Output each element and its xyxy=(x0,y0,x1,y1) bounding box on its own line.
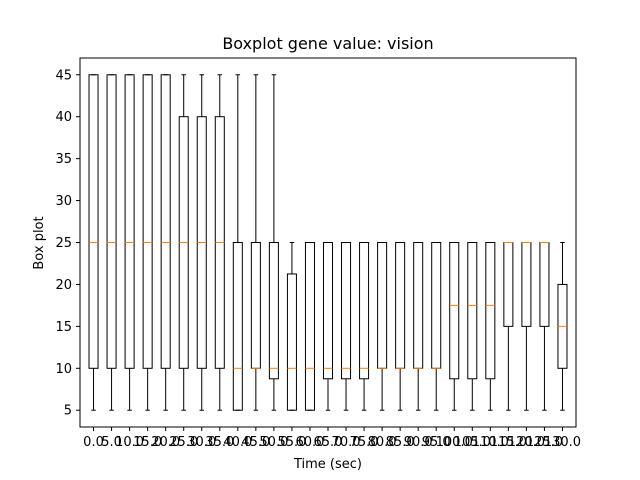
box-60.0 xyxy=(304,242,315,411)
x-tick-label: 130.0 xyxy=(544,435,581,450)
box-5.0 xyxy=(106,74,117,411)
x-tick-label: 50.0 xyxy=(259,435,288,450)
x-axis-label: Time (sec) xyxy=(293,457,362,472)
box-15.0 xyxy=(142,74,153,411)
x-tick-label: 80.0 xyxy=(368,435,397,450)
box-50.0 xyxy=(268,74,279,411)
box-body xyxy=(232,242,243,411)
box-35.0 xyxy=(214,74,225,411)
y-tick-label: 15 xyxy=(55,320,72,335)
box-75.0 xyxy=(359,242,370,411)
y-tick-label: 45 xyxy=(55,68,72,83)
box-120.0 xyxy=(521,242,532,411)
box-body xyxy=(124,74,135,369)
x-tick-label: 25.0 xyxy=(169,435,198,450)
box-10.0 xyxy=(124,74,135,411)
y-axis: 5 10 15 20 25 30 35 40 45 xyxy=(55,68,80,419)
box-30.0 xyxy=(196,74,207,411)
box-80.0 xyxy=(377,242,388,411)
x-tick-label: 70.0 xyxy=(332,435,361,450)
box-body xyxy=(322,242,334,380)
box-body xyxy=(341,242,352,380)
x-tick-label: 30.0 xyxy=(187,435,216,450)
x-tick-label: 120.0 xyxy=(508,435,545,450)
x-tick-label: 0.0 xyxy=(83,435,104,450)
x-tick-label: 5.0 xyxy=(101,435,122,450)
x-tick-label: 60.0 xyxy=(295,435,324,450)
x-tick-label: 40.0 xyxy=(223,435,252,450)
box-40.0 xyxy=(232,74,243,411)
box-body xyxy=(304,242,315,411)
box-65.0 xyxy=(322,242,334,411)
x-tick-label: 90.0 xyxy=(404,435,433,450)
box-body xyxy=(286,273,297,411)
box-130.0 xyxy=(557,242,568,411)
x-tick-label: 65.0 xyxy=(314,435,343,450)
x-tick-label: 125.0 xyxy=(526,435,563,450)
box-110.0 xyxy=(485,242,496,411)
y-tick-label: 35 xyxy=(55,152,72,167)
y-axis-label: Box plot xyxy=(32,216,47,269)
box-0.0 xyxy=(88,74,99,411)
y-tick-label: 5 xyxy=(64,404,72,419)
x-tick-label: 20.0 xyxy=(151,435,180,450)
box-body xyxy=(268,242,279,380)
box-55.0 xyxy=(286,242,297,411)
x-tick-label: 100.0 xyxy=(436,435,473,450)
box-body xyxy=(106,74,117,369)
x-tick-label: 115.0 xyxy=(490,435,527,450)
box-body xyxy=(160,74,171,369)
box-25.0 xyxy=(178,74,189,411)
x-tick-label: 35.0 xyxy=(205,435,234,450)
box-105.0 xyxy=(467,242,478,411)
box-95.0 xyxy=(431,242,442,411)
y-tick-label: 30 xyxy=(55,194,72,209)
box-125.0 xyxy=(539,242,550,411)
box-body xyxy=(449,242,460,380)
chart-title: Boxplot gene value: vision xyxy=(222,34,433,53)
x-tick-label: 10.0 xyxy=(115,435,144,450)
x-tick-label: 110.0 xyxy=(472,435,509,450)
box-85.0 xyxy=(395,242,406,411)
box-body xyxy=(88,74,99,369)
y-tick-label: 25 xyxy=(55,236,72,251)
x-tick-label: 85.0 xyxy=(386,435,415,450)
y-tick-label: 40 xyxy=(55,110,72,125)
y-tick-label: 10 xyxy=(55,362,72,377)
x-tick-label: 75.0 xyxy=(350,435,379,450)
y-tick-label: 20 xyxy=(55,278,72,293)
x-tick-label: 55.0 xyxy=(277,435,306,450)
box-20.0 xyxy=(160,74,171,411)
box-100.0 xyxy=(449,242,460,411)
box-body xyxy=(485,242,496,380)
box-body xyxy=(467,242,478,380)
box-series xyxy=(88,74,568,411)
x-tick-label: 105.0 xyxy=(454,435,491,450)
x-tick-label: 15.0 xyxy=(133,435,162,450)
box-body xyxy=(142,74,153,369)
x-axis: 0.05.010.015.020.025.030.035.040.045.050… xyxy=(83,427,581,450)
x-tick-label: 45.0 xyxy=(241,435,270,450)
box-45.0 xyxy=(250,74,261,411)
box-90.0 xyxy=(413,242,424,411)
x-tick-label: 95.0 xyxy=(422,435,451,450)
box-body xyxy=(359,242,370,380)
box-70.0 xyxy=(341,242,352,411)
box-115.0 xyxy=(503,242,514,411)
